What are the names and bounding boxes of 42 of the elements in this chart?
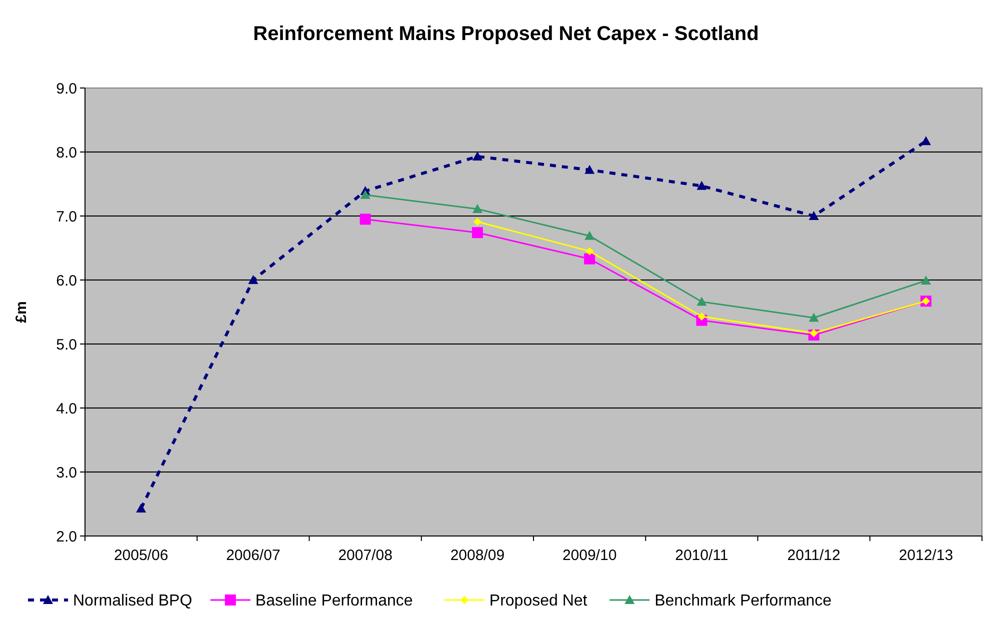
legend-label: Baseline Performance	[255, 592, 413, 610]
point	[698, 312, 706, 320]
x-tick-label: 2007/08	[338, 547, 392, 564]
y-tick-label: 7.0	[56, 208, 77, 226]
point	[696, 180, 707, 190]
x-tick-label: 2008/09	[450, 547, 505, 564]
point	[136, 503, 146, 512]
point	[696, 296, 707, 306]
point	[472, 204, 482, 213]
legend-label: Proposed Net	[489, 592, 588, 610]
legend-label: Benchmark Performance	[654, 592, 832, 610]
y-tick-label: 8.0	[56, 144, 77, 162]
x-tick-label: 2005/06	[114, 547, 168, 564]
y-tick-label: 3.0	[56, 464, 77, 482]
point	[472, 151, 482, 160]
y-tick-label: 2.0	[56, 528, 77, 546]
y-tick-label: 4.0	[56, 400, 77, 418]
point	[808, 211, 819, 220]
y-axis-title: £m	[13, 301, 30, 323]
y-tick-label: 6.0	[56, 272, 77, 290]
x-tick-label: 2009/10	[562, 547, 617, 564]
x-tick-label: 2011/12	[787, 547, 840, 564]
point	[360, 214, 371, 225]
legend-label: Normalised BPQ	[73, 592, 192, 610]
x-tick-label: 2012/13	[898, 547, 954, 564]
point	[473, 218, 482, 226]
point	[808, 312, 819, 322]
point	[584, 164, 595, 174]
point	[584, 230, 595, 240]
point	[584, 253, 596, 264]
point	[472, 227, 483, 238]
point	[248, 275, 258, 284]
point	[920, 276, 931, 285]
y-tick-label: 9.0	[56, 80, 77, 98]
point	[920, 136, 931, 146]
chart-title: Reinforcement Mains Proposed Net Capex - Scotland	[253, 23, 759, 45]
x-tick-label: 2006/07	[226, 547, 280, 564]
x-tick-label: 2010/11	[675, 547, 728, 564]
point	[360, 190, 370, 199]
point	[586, 247, 594, 256]
y-tick-label: 5.0	[56, 336, 77, 354]
point	[810, 329, 818, 338]
